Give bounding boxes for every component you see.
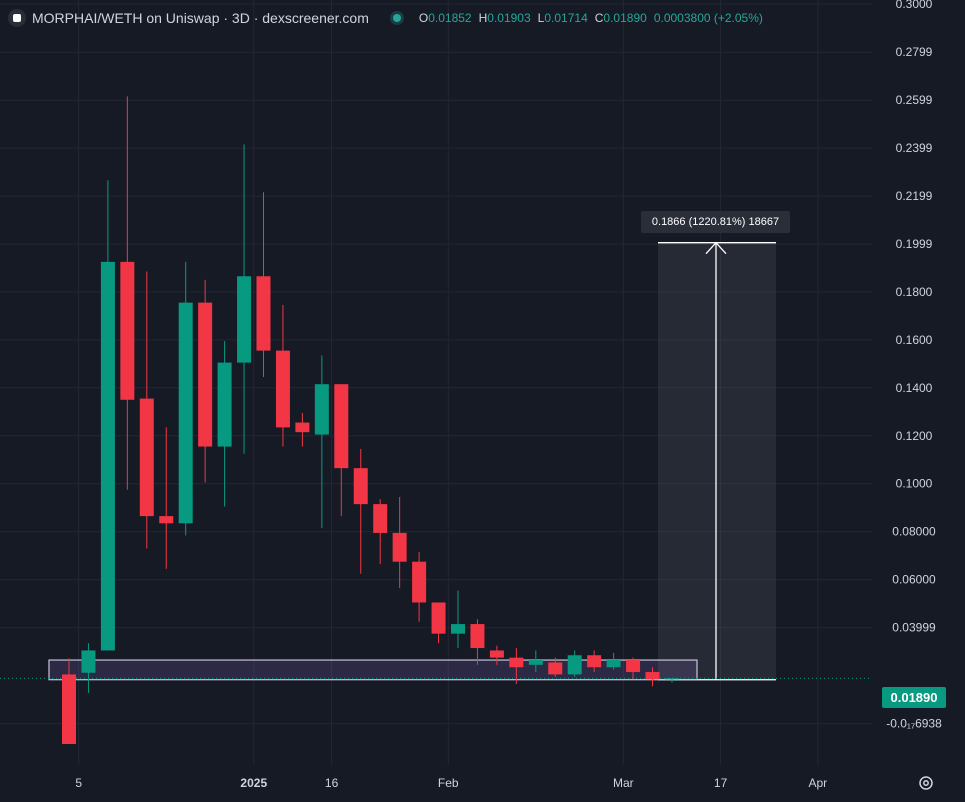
ohlc-close-key: C (594, 11, 604, 25)
price-axis: 0.3000 0.2799 0.2599 0.2399 0.2199 0.1999 0.18… (886, 0, 942, 731)
ohlc-open-value: 0.01852 (428, 11, 472, 25)
candle-body (314, 384, 329, 435)
ohlc-open-key: O (418, 11, 429, 25)
candle-body (664, 678, 679, 680)
price-axis-label: 0.1200 (896, 429, 933, 443)
candle-body (587, 655, 602, 668)
candle-body (489, 650, 504, 658)
candle-body (567, 655, 582, 675)
candle-body (217, 362, 232, 447)
price-axis-label: 0.1999 (896, 237, 933, 251)
ohlc-readout: O0.01852 H0.01903 L0.01714 C0.01890 0.00… (419, 11, 763, 25)
ohlc-close-value: 0.01890 (603, 11, 647, 25)
ohlc-high-value: 0.01903 (487, 11, 531, 25)
time-axis-label: 17 (714, 776, 728, 790)
price-axis-label: 0.2399 (896, 141, 933, 155)
time-axis-label: 16 (325, 776, 339, 790)
candle-body (431, 602, 446, 634)
time-axis-label: Feb (438, 776, 459, 790)
candle-body (62, 674, 76, 744)
price-axis-label: 0.06000 (892, 573, 936, 587)
price-axis-label: 0.2799 (896, 45, 933, 59)
chart-title: MORPHAI/WETH on Uniswap · 3D · dexscreen… (32, 10, 369, 26)
ohlc-high-key: H (478, 11, 488, 25)
ohlc-low-value: 0.01714 (544, 11, 588, 25)
dexscreener-logo (8, 9, 26, 27)
highlight-range-box (48, 659, 698, 681)
candle-body (392, 532, 407, 562)
candle-body (645, 672, 660, 680)
chart-header: MORPHAI/WETH on Uniswap · 3D · dexscreen… (8, 7, 763, 29)
time-axis-label: Apr (808, 776, 827, 790)
time-axis-label: Mar (613, 776, 634, 790)
price-axis-label: 0.1000 (896, 477, 933, 491)
candle-body (295, 422, 310, 433)
time-axis-label: 5 (75, 776, 82, 790)
candle-body (178, 302, 193, 524)
candle-body (412, 561, 427, 603)
candle-body (451, 624, 465, 634)
measure-tool (0, 241, 872, 681)
price-axis-label: 0.2599 (896, 93, 933, 107)
price-axis-label: 0.1400 (896, 381, 933, 395)
ohlc-change: 0.0003800 (+2.05%) (653, 11, 763, 25)
ohlc-low-key: L (537, 11, 545, 25)
candle-body (198, 302, 213, 447)
candle-body (509, 657, 524, 668)
candle-body (120, 261, 135, 400)
price-axis-label: 0.1600 (896, 333, 933, 347)
candle-body (353, 468, 368, 505)
time-axis: 5 2025 16 Feb Mar 17 Apr (75, 776, 827, 790)
current-price-tag: 0.01890 (882, 687, 946, 708)
measure-arrow-head (705, 241, 727, 255)
measure-range-fill (658, 242, 776, 680)
candle-body (606, 660, 621, 668)
price-axis-label: 0.2199 (896, 189, 933, 203)
candle-body (159, 516, 174, 524)
candles (62, 96, 679, 744)
settings-icon[interactable] (918, 775, 934, 791)
candle-body (100, 261, 115, 651)
candle-body (373, 504, 388, 533)
price-axis-label: 0.1800 (896, 285, 933, 299)
candle-body (626, 660, 641, 673)
price-axis-label: 0.3000 (896, 0, 933, 11)
candle-body (139, 398, 154, 517)
candle-body (334, 384, 349, 469)
live-status-icon (392, 14, 401, 22)
price-axis-label: 0.03999 (892, 621, 936, 635)
time-axis-label: 2025 (240, 776, 267, 790)
candle-body (237, 276, 252, 363)
candle-body (81, 650, 96, 673)
price-axis-label: -0.0₁₇6938 (886, 717, 942, 731)
candle-body (470, 624, 485, 649)
measure-label: 0.1866 (1220.81%) 18667 (641, 211, 790, 233)
candle-body (275, 350, 290, 428)
price-axis-label: 0.08000 (892, 525, 936, 539)
candle-body (548, 662, 563, 675)
candle-body (528, 660, 543, 665)
candle-body (256, 276, 271, 351)
